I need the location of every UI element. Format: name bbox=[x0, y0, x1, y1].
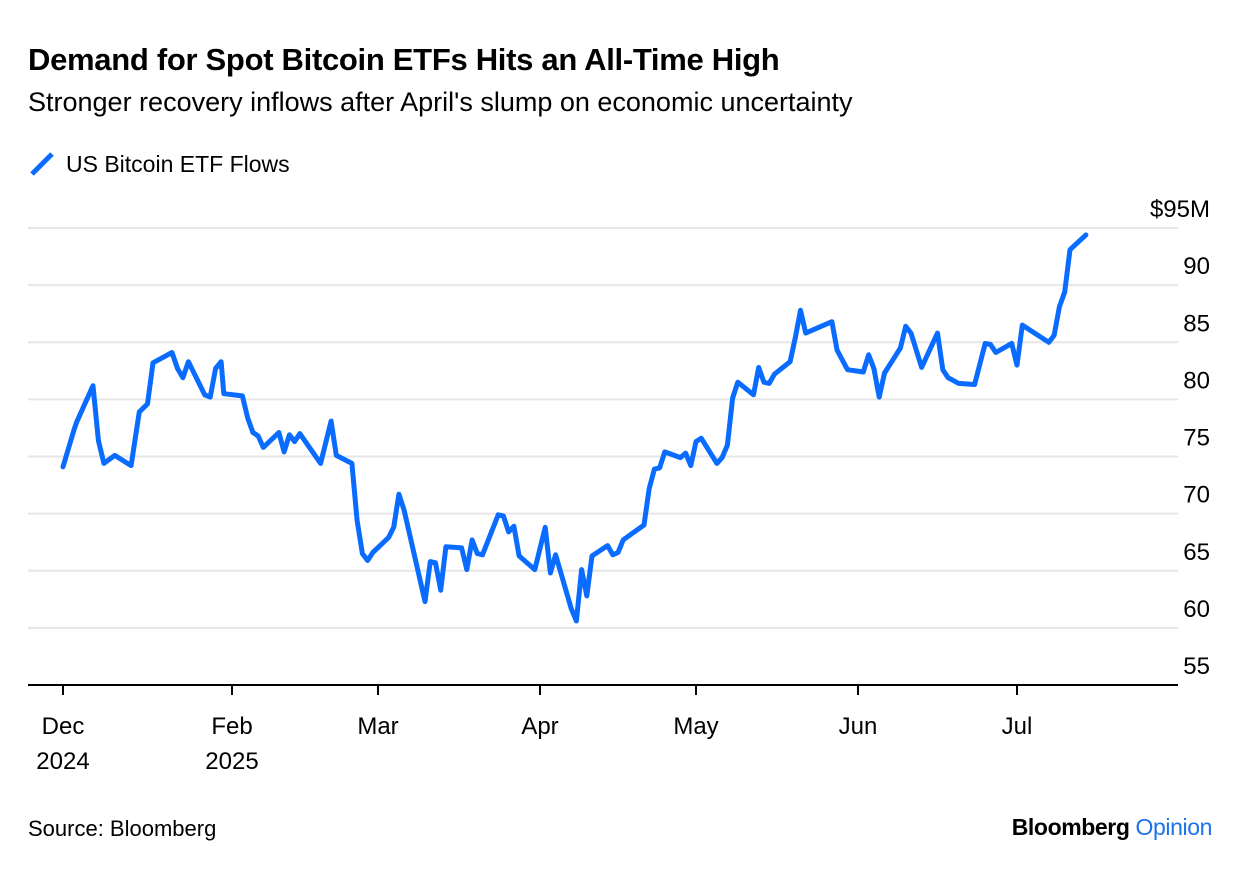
x-tick-label: Jul bbox=[1002, 713, 1033, 740]
series-line bbox=[60, 232, 1089, 624]
series-us-bitcoin-etf-flows bbox=[60, 232, 1089, 624]
x-tick-label: Dec bbox=[42, 713, 85, 740]
legend: US Bitcoin ETF Flows bbox=[28, 150, 290, 178]
x-tick-sublabel: 2025 bbox=[205, 748, 258, 775]
y-axis-labels: $95M 90 85 80 75 70 65 60 55 bbox=[1150, 196, 1210, 680]
y-tick-label: 85 bbox=[1183, 310, 1210, 337]
x-tick-label: Apr bbox=[521, 713, 558, 740]
legend-label: US Bitcoin ETF Flows bbox=[66, 150, 290, 177]
x-tick-label: Mar bbox=[357, 713, 398, 740]
y-tick-label: 55 bbox=[1183, 653, 1210, 680]
y-tick-label: 70 bbox=[1183, 482, 1210, 509]
x-tick-label: Feb bbox=[211, 713, 252, 740]
y-tick-label: $95M bbox=[1150, 196, 1210, 223]
legend-line-icon bbox=[30, 152, 54, 176]
y-tick-label: 75 bbox=[1183, 425, 1210, 452]
x-tick-sublabel: 2024 bbox=[36, 748, 89, 775]
chart-subtitle: Stronger recovery inflows after April's … bbox=[28, 87, 853, 117]
y-tick-label: 65 bbox=[1183, 539, 1210, 566]
chart-title: Demand for Spot Bitcoin ETFs Hits an All… bbox=[28, 42, 780, 77]
y-tick-label: 90 bbox=[1183, 253, 1210, 280]
x-tick-label: May bbox=[673, 713, 718, 740]
x-tick-label: Jun bbox=[839, 713, 878, 740]
y-tick-label: 60 bbox=[1183, 596, 1210, 623]
gridlines bbox=[28, 227, 1178, 629]
source-note: Source: Bloomberg bbox=[28, 816, 217, 841]
bloomberg-opinion-logo: Bloomberg Opinion bbox=[1011, 814, 1213, 840]
x-axis: Dec 2024 Feb 2025 Mar Apr May Jun Jul bbox=[28, 684, 1178, 775]
y-tick-label: 80 bbox=[1183, 367, 1210, 394]
